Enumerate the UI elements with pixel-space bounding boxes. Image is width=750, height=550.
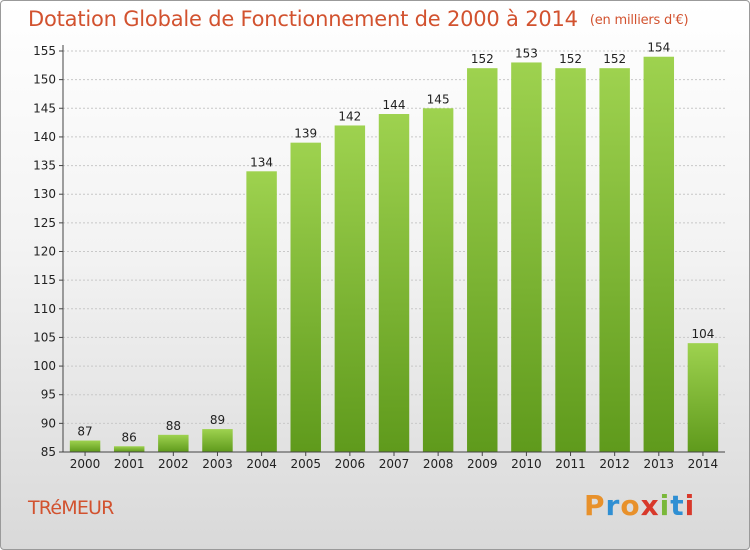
chart-title: Dotation Globale de Fonctionnement de 20… [28, 7, 689, 31]
value-label: 144 [383, 98, 406, 112]
value-label: 142 [338, 109, 361, 123]
value-label: 86 [122, 430, 137, 444]
value-label: 154 [647, 41, 670, 55]
value-label: 145 [427, 92, 450, 106]
y-tick-label: 150 [33, 73, 56, 87]
y-tick-label: 135 [33, 159, 56, 173]
x-tick-label: 2001 [114, 457, 145, 471]
y-tick-label: 120 [33, 245, 56, 259]
commune-name: TRéMEUR [28, 497, 114, 519]
bar-2012 [599, 68, 630, 452]
value-label: 139 [294, 127, 317, 141]
value-label: 152 [603, 52, 626, 66]
logo-letter: t [670, 489, 685, 522]
proxiti-logo[interactable]: Proxiti [584, 489, 695, 522]
chart-title-text: Dotation Globale de Fonctionnement de 20… [28, 7, 578, 31]
bar-2002 [158, 434, 189, 452]
y-tick-label: 130 [33, 187, 56, 201]
y-tick-label: 90 [41, 416, 56, 430]
bar-2010 [511, 62, 542, 452]
x-tick-label: 2008 [423, 457, 454, 471]
bar-2008 [422, 108, 454, 453]
x-tick-label: 2005 [290, 457, 321, 471]
bar-2014 [687, 343, 719, 452]
axes: 85 90 95 100 105 110 115 120 125 130 135 140 145 150 1… [33, 44, 725, 471]
bar-2000 [69, 440, 101, 452]
x-tick-label: 2006 [335, 457, 366, 471]
logo-letter: r [605, 489, 621, 522]
value-label: 89 [210, 413, 225, 427]
bar-2011 [555, 68, 586, 452]
value-label: 152 [471, 52, 494, 66]
x-tick-label: 2011 [555, 457, 586, 471]
value-label: 87 [77, 425, 92, 439]
logo-letter: P [584, 489, 606, 522]
logo-letter: i [684, 489, 696, 522]
y-tick-label: 110 [33, 302, 56, 316]
x-tick-label: 2007 [379, 457, 410, 471]
bars: 87 86 88 89 134 139 142 144 145 152 153 152 152 154 10… [69, 41, 719, 453]
x-tick-label: 2012 [599, 457, 630, 471]
bar-2001 [113, 446, 145, 452]
logo-letter: x [640, 489, 660, 522]
bar-2003 [202, 429, 233, 452]
value-label: 88 [166, 419, 181, 433]
value-label: 134 [250, 155, 273, 169]
bar-2006 [334, 125, 366, 452]
x-tick-label: 2000 [70, 457, 101, 471]
x-tick-label: 2014 [688, 457, 719, 471]
chart-subtitle: (en milliers d'€) [589, 13, 689, 28]
y-tick-label: 125 [33, 216, 56, 230]
value-label: 152 [559, 52, 582, 66]
y-tick-label: 100 [33, 359, 56, 373]
x-tick-label: 2010 [511, 457, 542, 471]
x-tick-label: 2004 [246, 457, 277, 471]
value-label: 153 [515, 46, 538, 60]
bar-2013 [643, 56, 675, 452]
bar-2004 [246, 171, 277, 453]
bar-2005 [290, 142, 321, 452]
bar-2007 [378, 114, 410, 452]
y-tick-label: 105 [33, 330, 56, 344]
x-tick-label: 2003 [202, 457, 233, 471]
logo-letter: o [620, 489, 641, 522]
y-tick-label: 145 [33, 101, 56, 115]
logo-letter: i [659, 489, 671, 522]
value-label: 104 [691, 327, 714, 341]
x-tick-label: 2013 [644, 457, 675, 471]
bar-2009 [467, 68, 498, 452]
x-tick-label: 2009 [467, 457, 498, 471]
x-tick-label: 2002 [158, 457, 189, 471]
y-tick-label: 115 [33, 273, 56, 287]
y-tick-label: 85 [41, 445, 56, 459]
y-tick-label: 155 [33, 44, 56, 58]
y-tick-label: 140 [33, 130, 56, 144]
y-tick-label: 95 [41, 388, 56, 402]
